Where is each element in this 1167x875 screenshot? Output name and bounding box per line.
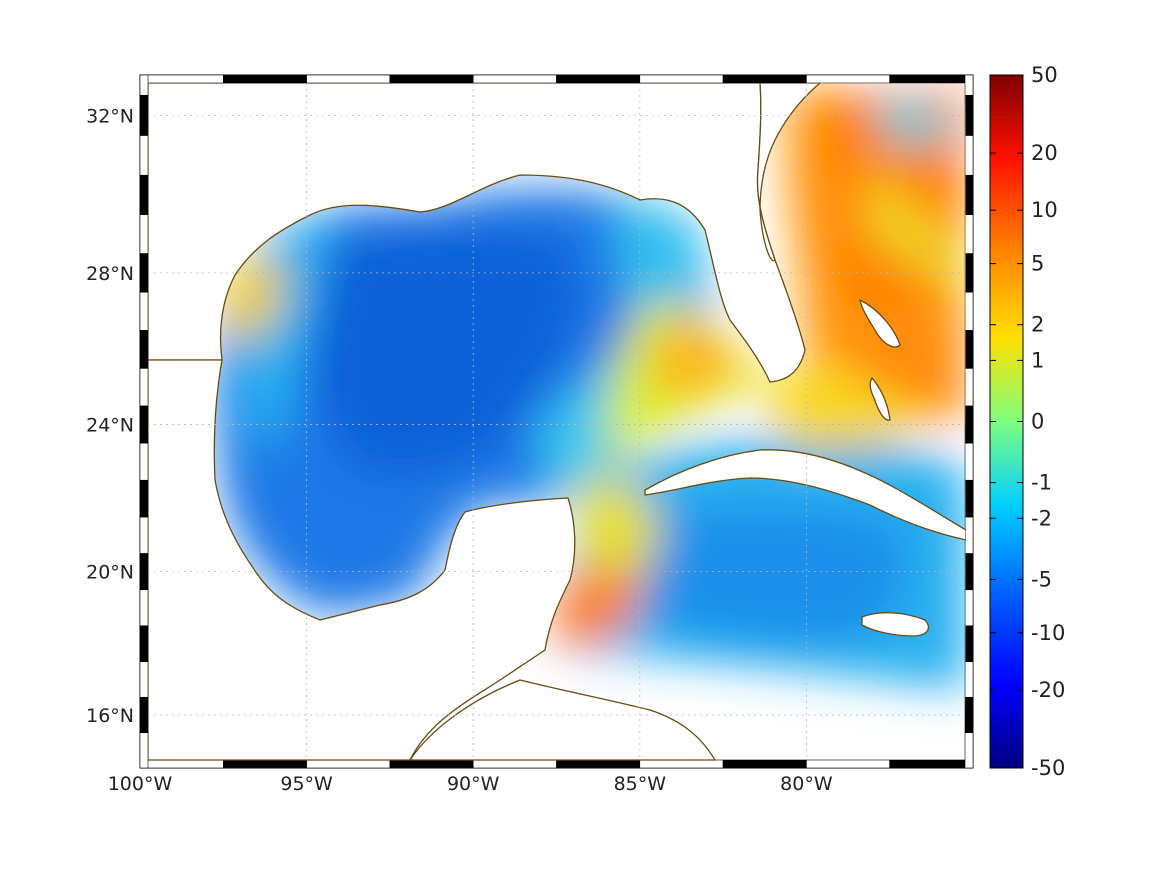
frame-segment-left bbox=[139, 589, 149, 627]
frame-segment-bottom bbox=[306, 759, 391, 769]
frame-segment-left bbox=[139, 291, 149, 331]
frame-segment-left bbox=[139, 94, 149, 136]
frame-segment-left bbox=[139, 135, 149, 176]
frame-segment-left bbox=[139, 516, 149, 554]
y-tick-label: 20°N bbox=[86, 562, 134, 584]
frame-segment-right bbox=[964, 174, 974, 215]
y-tick-label: 32°N bbox=[86, 105, 134, 127]
frame-segment-right bbox=[964, 696, 974, 734]
colorbar-tick-label: -20 bbox=[1031, 678, 1065, 702]
colorbar-tick-label: 10 bbox=[1031, 198, 1058, 222]
frame-segment-right bbox=[964, 367, 974, 407]
frame-segment-left bbox=[139, 553, 149, 591]
frame-segment-bottom bbox=[806, 759, 891, 769]
frame-segment-left bbox=[139, 696, 149, 734]
colorbar-tick-label: 5 bbox=[1031, 252, 1044, 276]
frame-segment-bottom bbox=[139, 759, 224, 769]
frame-segment-left bbox=[139, 661, 149, 698]
x-tick-label: 85°W bbox=[614, 773, 667, 795]
frame-segment-bottom bbox=[472, 759, 557, 769]
colorbar-tick-label: 2 bbox=[1031, 313, 1044, 337]
frame-segment-right bbox=[964, 291, 974, 331]
y-tick-label: 28°N bbox=[86, 263, 134, 285]
frame-segment-bottom bbox=[889, 759, 974, 769]
frame-segment-right bbox=[964, 214, 974, 254]
frame-segment-top bbox=[223, 74, 307, 84]
frame-segment-right bbox=[964, 135, 974, 176]
x-tick-label: 80°W bbox=[780, 773, 833, 795]
frame-segment-top bbox=[806, 74, 891, 84]
y-tick-labels: 32°N 28°N 24°N 20°N 16°N bbox=[86, 105, 134, 727]
frame-segment-right bbox=[964, 253, 974, 293]
colorbar-tick-label: -1 bbox=[1031, 471, 1052, 495]
frame-segment-left bbox=[139, 74, 149, 96]
frame-segment-right bbox=[964, 589, 974, 627]
frame-segment-right bbox=[964, 330, 974, 369]
colorbar-tick-label: 1 bbox=[1031, 348, 1044, 372]
frame-segment-right bbox=[964, 625, 974, 662]
x-tick-labels: 100°W 95°W 90°W 85°W 80°W bbox=[108, 773, 833, 795]
colorbar-tick-label: 50 bbox=[1031, 63, 1058, 87]
map-frame-border bbox=[139, 74, 974, 769]
frame-segment-left bbox=[139, 442, 149, 481]
frame-segment-bottom bbox=[556, 759, 641, 769]
frame-segment-right bbox=[964, 442, 974, 481]
frame-segment-left bbox=[139, 625, 149, 662]
colorbar-tick-label: -10 bbox=[1031, 621, 1065, 645]
colorbar-tick-label: 0 bbox=[1031, 410, 1044, 434]
frame-segment-bottom bbox=[639, 759, 724, 769]
frame-segment-left bbox=[139, 405, 149, 444]
frame-segment-top bbox=[722, 74, 807, 84]
x-tick-label: 90°W bbox=[447, 773, 500, 795]
frame-segment-right bbox=[964, 479, 974, 518]
x-tick-label: 95°W bbox=[280, 773, 333, 795]
y-tick-label: 16°N bbox=[86, 705, 134, 727]
frame-segment-right bbox=[964, 94, 974, 136]
frame-segment-bottom bbox=[223, 759, 307, 769]
colorbar-tick-label: -5 bbox=[1031, 567, 1052, 591]
frame-segment-right bbox=[964, 516, 974, 554]
frame-segment-left bbox=[139, 479, 149, 518]
frame-segment-right bbox=[964, 405, 974, 444]
frame-segment-bottom bbox=[389, 759, 474, 769]
frame-segment-left bbox=[139, 367, 149, 407]
frame-segment-left bbox=[139, 330, 149, 369]
frame-segment-top bbox=[556, 74, 641, 84]
frame-segment-left bbox=[139, 214, 149, 254]
frame-segment-right bbox=[964, 553, 974, 591]
frame-segment-bottom bbox=[722, 759, 807, 769]
frame-segment-left bbox=[139, 732, 149, 769]
frame-segment-top bbox=[389, 74, 474, 84]
frame-segment-right bbox=[964, 74, 974, 96]
graticule bbox=[148, 83, 965, 760]
x-tick-label: 100°W bbox=[108, 773, 173, 795]
frame-segment-right bbox=[964, 661, 974, 698]
colorbar-tick-label: -2 bbox=[1031, 506, 1052, 530]
frame-segment-top bbox=[306, 74, 391, 84]
colorbar-tick-label: 20 bbox=[1031, 141, 1058, 165]
frame-segment-left bbox=[139, 253, 149, 293]
frame-segment-left bbox=[139, 174, 149, 215]
colorbar-tick-label: -50 bbox=[1031, 756, 1065, 780]
frame-segment-top bbox=[139, 74, 224, 84]
y-tick-label: 24°N bbox=[86, 415, 134, 437]
land-mask bbox=[148, 83, 966, 761]
data-field bbox=[148, 83, 966, 761]
frame-segment-top bbox=[472, 74, 557, 84]
frame-segment-top bbox=[889, 74, 974, 84]
frame-segment-right bbox=[964, 732, 974, 769]
frame-segment-top bbox=[639, 74, 724, 84]
